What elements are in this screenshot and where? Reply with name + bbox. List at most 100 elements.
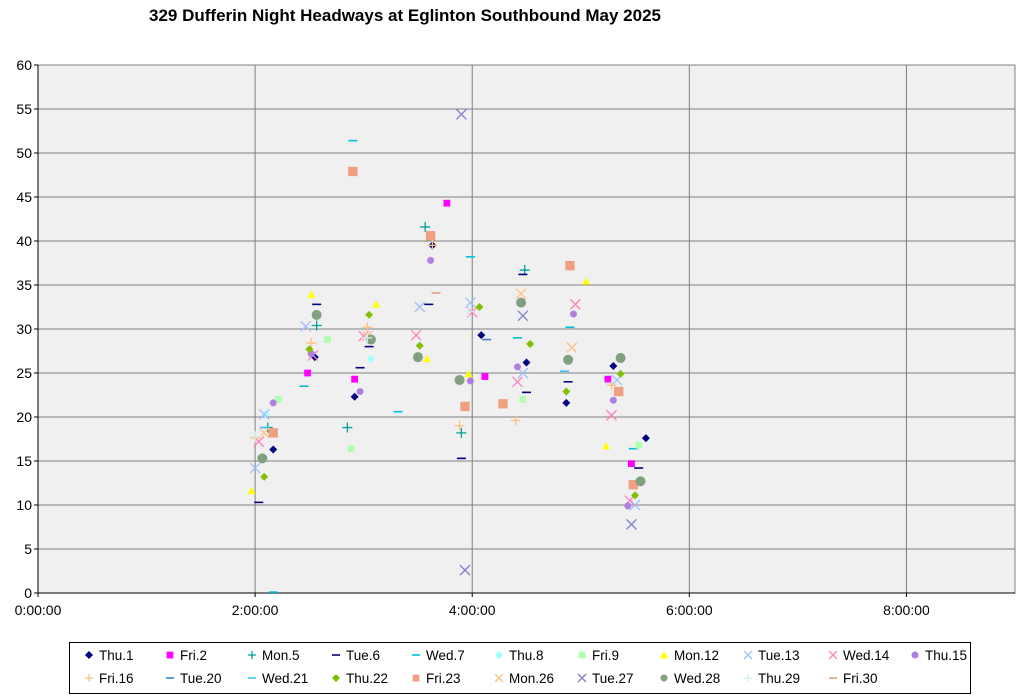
legend-label: Thu.15 bbox=[925, 647, 968, 663]
series-wed-28 bbox=[257, 297, 646, 487]
data-point bbox=[624, 502, 632, 510]
data-point bbox=[635, 441, 643, 449]
data-point bbox=[464, 369, 473, 378]
data-point bbox=[249, 462, 261, 474]
data-point bbox=[362, 332, 373, 343]
data-point bbox=[268, 428, 278, 438]
legend-label: Wed.21 bbox=[262, 670, 309, 686]
legend-label: Thu.1 bbox=[99, 647, 134, 663]
legend-marker bbox=[332, 674, 340, 682]
y-tick-label: 35 bbox=[16, 277, 32, 293]
y-tick-label: 20 bbox=[16, 409, 32, 425]
data-point bbox=[477, 331, 486, 340]
legend-item: Tue.6 bbox=[329, 645, 380, 665]
data-point bbox=[269, 399, 277, 407]
legend-item: Tue.27 bbox=[575, 668, 634, 688]
data-point bbox=[427, 240, 438, 251]
data-point bbox=[563, 354, 574, 365]
data-point bbox=[362, 322, 373, 333]
data-point bbox=[422, 354, 431, 363]
legend-marker-shape bbox=[660, 674, 668, 682]
legend-item: Wed.21 bbox=[245, 668, 308, 688]
data-point bbox=[305, 345, 314, 354]
data-point bbox=[454, 420, 465, 431]
data-point bbox=[456, 427, 467, 438]
data-point bbox=[348, 166, 358, 177]
data-point bbox=[324, 336, 331, 343]
series-mon-12 bbox=[247, 277, 611, 495]
data-point bbox=[342, 422, 353, 433]
data-point bbox=[306, 338, 317, 349]
data-point bbox=[311, 320, 322, 331]
series-wed-21 bbox=[259, 370, 569, 429]
data-point bbox=[260, 472, 269, 481]
data-point bbox=[443, 199, 451, 207]
data-point bbox=[562, 387, 571, 396]
x-tick-label: 4:00:00 bbox=[449, 602, 496, 618]
data-point bbox=[526, 339, 535, 348]
legend-item: Thu.15 bbox=[908, 645, 967, 665]
legend-item: Thu.29 bbox=[741, 668, 800, 688]
data-point bbox=[602, 442, 611, 450]
data-point bbox=[412, 352, 423, 363]
chart-legend: Thu.1 Fri.2 Mon.5 Tue.6 Wed.7 Thu.8 Fri.9 Mon.1… bbox=[69, 642, 971, 694]
data-point bbox=[300, 320, 312, 332]
data-point bbox=[562, 398, 571, 407]
legend-marker-shape bbox=[166, 651, 174, 659]
legend-item: Mon.12 bbox=[657, 645, 719, 665]
legend-marker-shape bbox=[577, 673, 587, 683]
data-point bbox=[427, 256, 435, 264]
data-point bbox=[517, 310, 529, 322]
data-point bbox=[307, 290, 316, 298]
legend-item: Tue.20 bbox=[163, 668, 222, 688]
y-tick-label: 50 bbox=[16, 145, 32, 161]
data-point bbox=[606, 409, 617, 421]
legend-marker-shape bbox=[828, 650, 838, 660]
data-point bbox=[350, 392, 359, 401]
legend-label: Wed.28 bbox=[674, 670, 721, 686]
data-point bbox=[628, 460, 635, 468]
legend-marker bbox=[412, 654, 420, 656]
data-point bbox=[604, 375, 612, 383]
series-fri-23 bbox=[268, 166, 638, 490]
legend-label: Fri.30 bbox=[843, 670, 878, 686]
data-point bbox=[582, 277, 591, 285]
data-point bbox=[414, 301, 426, 313]
legend-item: Tue.13 bbox=[741, 645, 800, 665]
data-point bbox=[351, 375, 359, 383]
legend-marker-shape bbox=[743, 650, 753, 660]
legend-item: Fri.2 bbox=[163, 645, 207, 665]
data-point bbox=[410, 329, 422, 341]
data-point bbox=[614, 386, 624, 397]
legend-item: Wed.14 bbox=[826, 645, 889, 665]
legend-marker-shape bbox=[412, 674, 420, 682]
legend-marker-shape bbox=[332, 674, 340, 682]
data-point bbox=[510, 415, 521, 426]
legend-label: Thu.29 bbox=[758, 670, 801, 686]
data-point bbox=[628, 480, 638, 490]
data-point bbox=[631, 491, 640, 500]
y-tick-label: 25 bbox=[16, 365, 32, 381]
legend-item: Wed.28 bbox=[657, 668, 720, 688]
data-point bbox=[519, 396, 527, 403]
data-point bbox=[517, 367, 529, 379]
data-point bbox=[609, 361, 618, 370]
x-tick-label: 6:00:00 bbox=[666, 602, 713, 618]
data-point bbox=[616, 369, 625, 378]
y-tick-label: 30 bbox=[16, 321, 32, 337]
data-point bbox=[311, 309, 322, 320]
legend-item: Mon.5 bbox=[245, 645, 300, 665]
legend-item: Fri.30 bbox=[826, 668, 878, 688]
data-point bbox=[275, 396, 283, 403]
legend-label: Tue.20 bbox=[180, 670, 222, 686]
data-point bbox=[455, 108, 467, 120]
data-point bbox=[247, 486, 256, 495]
data-point bbox=[459, 564, 471, 576]
series-thu-29 bbox=[250, 306, 474, 442]
legend-label: Tue.27 bbox=[592, 670, 634, 686]
data-point bbox=[258, 408, 270, 420]
legend-marker bbox=[744, 674, 752, 682]
legend-marker-shape bbox=[85, 674, 93, 682]
legend-item: Thu.8 bbox=[492, 645, 544, 665]
legend-label: Wed.7 bbox=[426, 647, 465, 663]
